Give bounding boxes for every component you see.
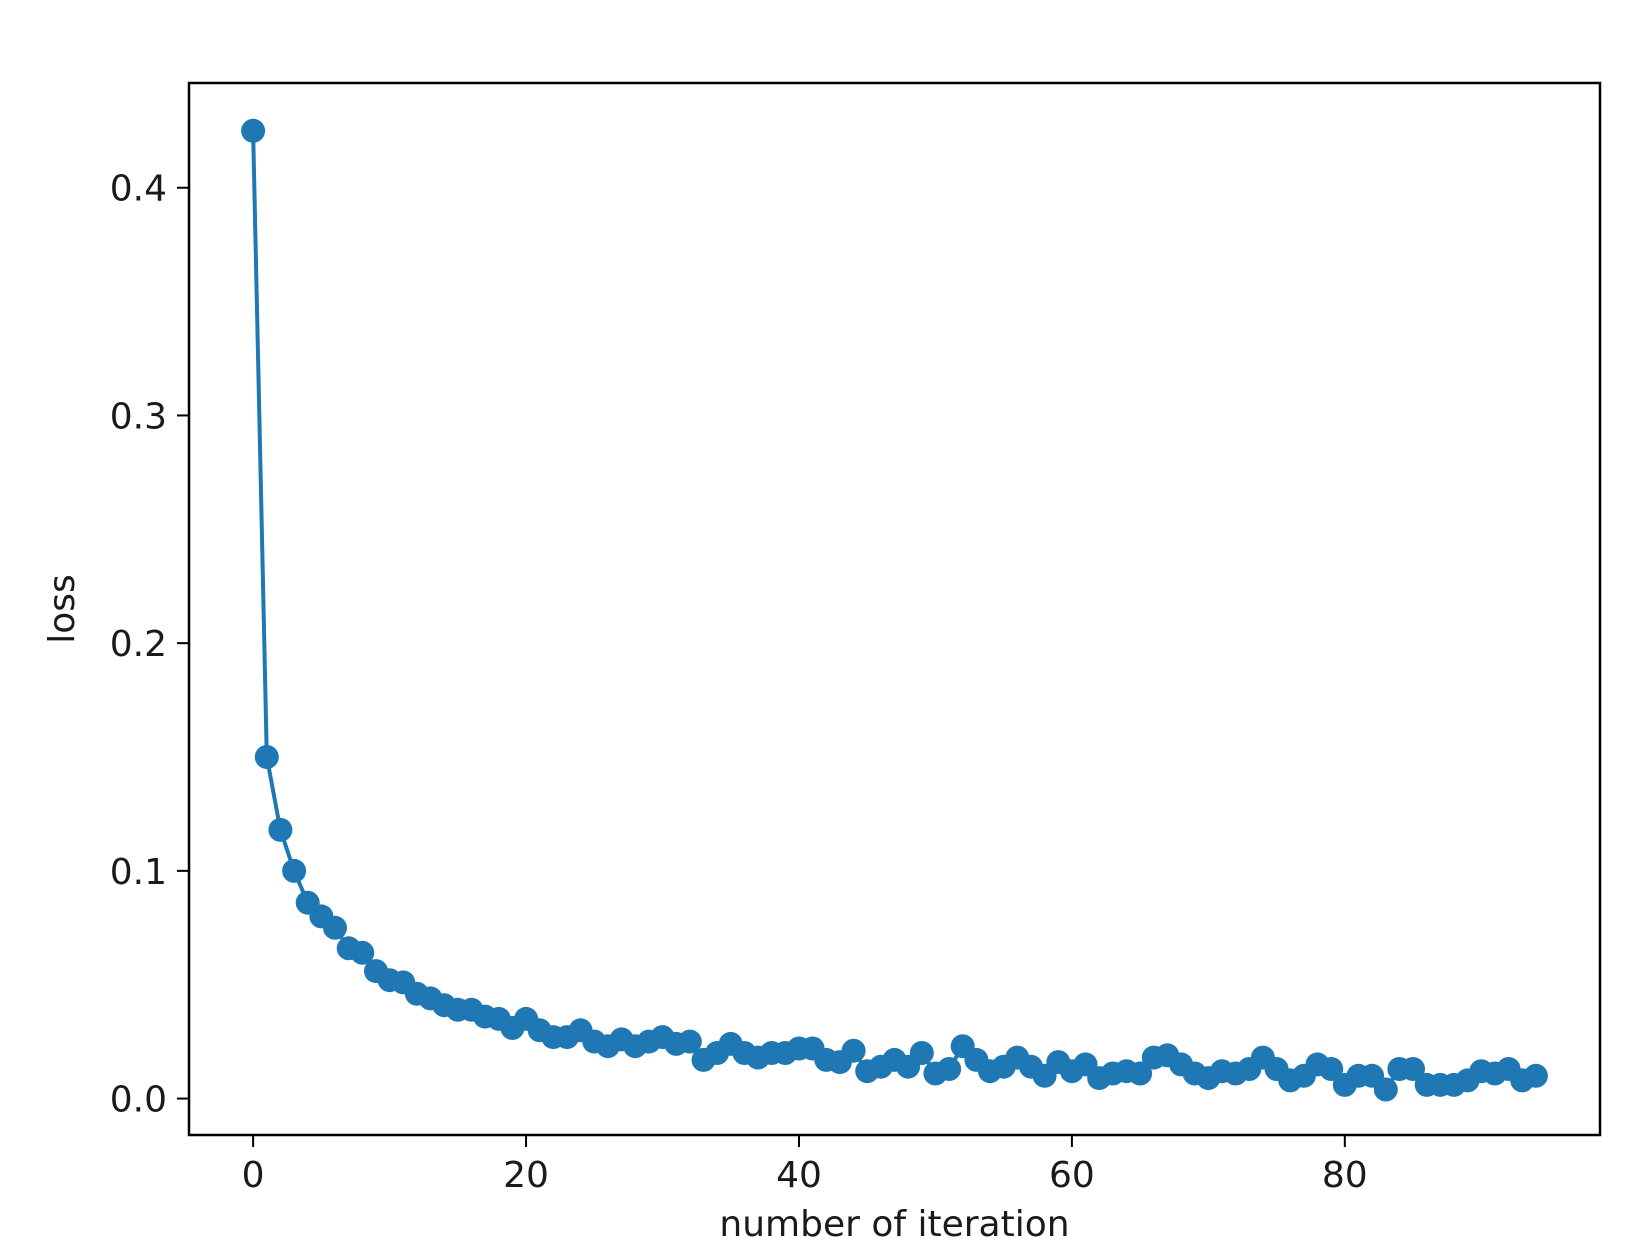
data-point <box>1128 1061 1153 1086</box>
x-axis-label: number of iteration <box>719 1204 1069 1245</box>
data-point <box>254 745 279 769</box>
x-axis-ticks: 0 20 40 60 80 <box>242 1135 1368 1196</box>
axes-frame <box>187 81 1602 1137</box>
data-point <box>241 118 266 143</box>
data-point <box>1523 1063 1548 1088</box>
data-point <box>677 1029 702 1054</box>
y-axis-ticks: 0.0 0.1 0.2 0.3 0.4 <box>110 169 189 1121</box>
series-line <box>251 130 1537 1092</box>
data-point <box>268 817 293 842</box>
data-point <box>1319 1057 1344 1081</box>
x-tick-label: 40 <box>776 1155 822 1196</box>
plot-area <box>241 118 1548 1102</box>
y-tick-label: 0.1 <box>110 852 167 893</box>
x-tick-label: 20 <box>503 1155 549 1196</box>
y-axis-label: loss <box>42 574 83 644</box>
y-tick-label: 0.3 <box>110 396 167 437</box>
x-tick-label: 80 <box>1322 1155 1368 1196</box>
data-point <box>1401 1057 1425 1081</box>
data-point <box>909 1041 934 1065</box>
y-tick-label: 0.2 <box>110 624 167 665</box>
data-point <box>1373 1077 1398 1102</box>
series-group <box>241 118 1548 1102</box>
data-point <box>350 940 375 965</box>
data-point <box>282 858 307 883</box>
data-point <box>323 915 347 940</box>
y-tick-label: 0.4 <box>110 169 167 210</box>
y-tick-label: 0.0 <box>110 1080 167 1121</box>
x-tick-label: 60 <box>1049 1155 1095 1196</box>
data-point <box>937 1057 962 1081</box>
x-tick-label: 0 <box>242 1155 265 1196</box>
data-point <box>841 1038 866 1063</box>
